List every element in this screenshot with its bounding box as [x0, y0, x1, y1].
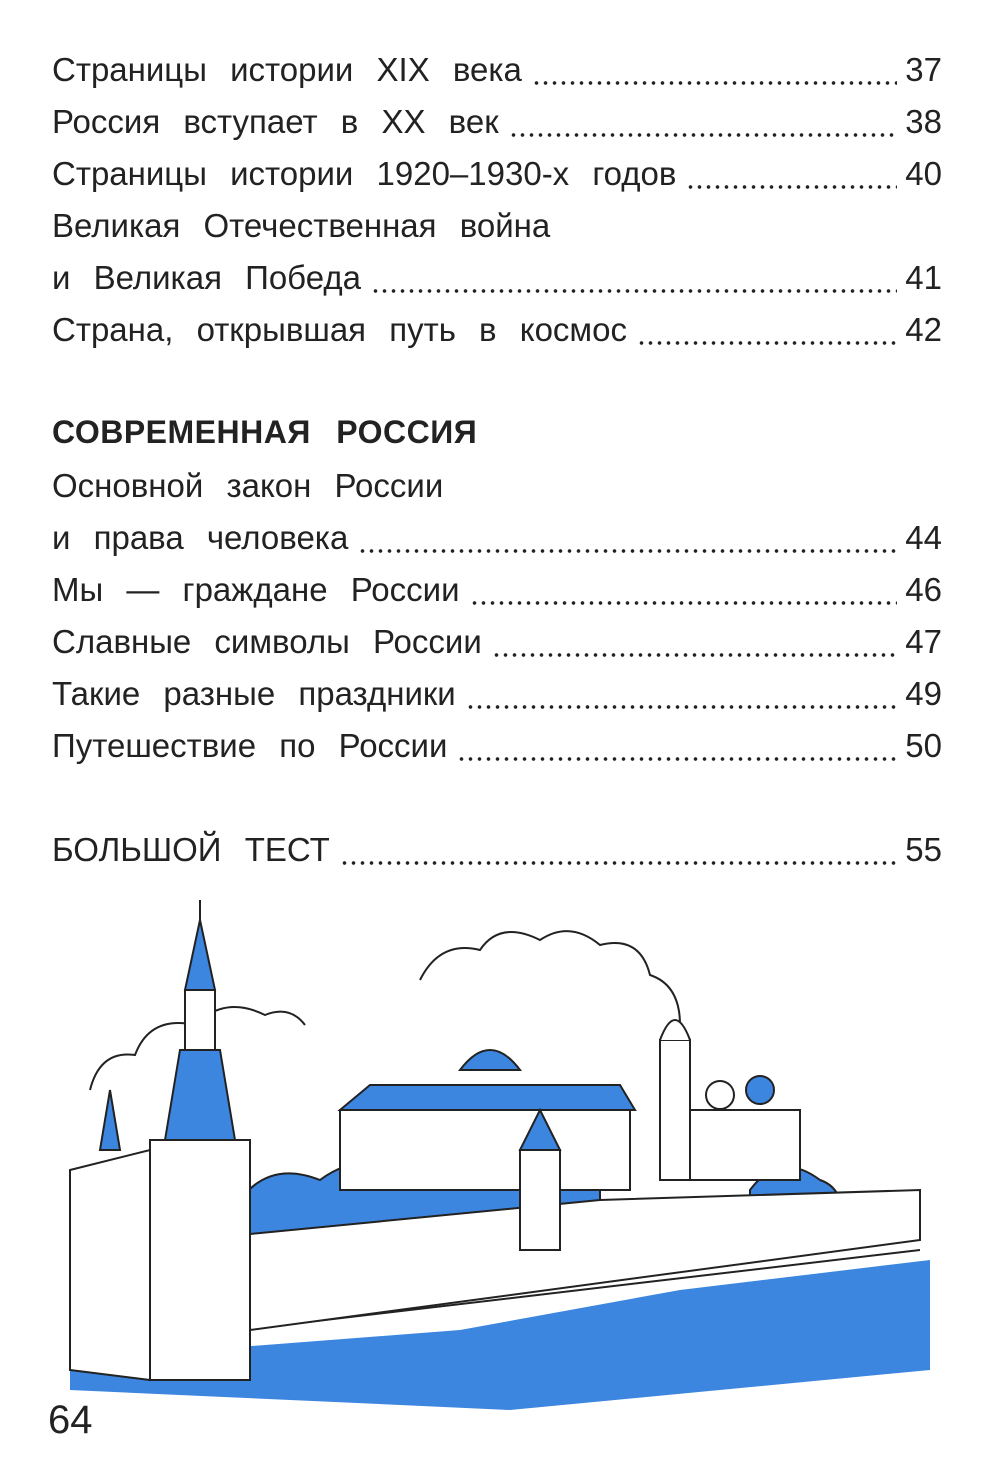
entry-title: Такие разные праздники: [52, 675, 456, 712]
entry-page: 42: [905, 311, 942, 348]
entry-title: Страницы истории XIX века: [52, 51, 522, 88]
cathedral: [689, 1109, 801, 1181]
entry-title: Славные символы России: [52, 623, 482, 660]
toc-entry: Россия вступает в XX век 38: [52, 96, 942, 148]
toc-entry: Великая Отечественная война: [52, 200, 942, 252]
toc-entry: Основной закон России: [52, 460, 942, 512]
palace-dome: [457, 1049, 523, 1071]
tower-spire: [183, 919, 217, 991]
dot-leader: [339, 833, 898, 867]
entry-title: Путешествие по России: [52, 727, 448, 764]
bell-tower: [659, 1039, 691, 1181]
entry-title: БОЛЬШОЙ ТЕСТ: [52, 831, 330, 868]
grand-palace: [339, 1109, 631, 1191]
toc-entry: Мы — граждане России 46: [52, 564, 942, 616]
toc-entry: и Великая Победа 41: [52, 252, 942, 304]
side-wall: [69, 1148, 151, 1382]
river: [70, 1260, 930, 1410]
toc-entry-final-test: БОЛЬШОЙ ТЕСТ 55: [52, 824, 942, 876]
toc-entry: Страна, открывшая путь в космос 42: [52, 304, 942, 356]
toc-entry: Славные символы России 47: [52, 616, 942, 668]
entry-title: Страна, открывшая путь в космос: [52, 311, 627, 348]
entry-title: Великая Отечественная война: [52, 207, 551, 244]
dot-leader: [491, 625, 898, 659]
palace-roof: [337, 1084, 637, 1111]
entry-title: Страницы истории 1920–1930-х годов: [52, 155, 677, 192]
tower-roof: [163, 1049, 237, 1141]
dot-leader: [370, 261, 898, 295]
entry-page: 38: [905, 103, 942, 140]
entry-title: и Великая Победа: [52, 259, 361, 296]
toc-entry: Страницы истории 1920–1930-х годов 40: [52, 148, 942, 200]
toc-entry: Путешествие по России 50: [52, 720, 942, 772]
entry-page: 37: [905, 51, 942, 88]
dot-leader: [636, 313, 898, 347]
dot-leader: [469, 573, 898, 607]
page-number: 64: [48, 1398, 93, 1442]
entry-title: Россия вступает в XX век: [52, 103, 499, 140]
wall-tower: [519, 1149, 561, 1251]
entry-page: 55: [905, 831, 942, 868]
entry-title: Основной закон России: [52, 467, 444, 504]
vodovzvodnaya-tower: [149, 1139, 251, 1381]
bell-tower-dome: [659, 1019, 691, 1041]
cathedral-dome: [705, 1080, 735, 1110]
toc-entry: Такие разные праздники 49: [52, 668, 942, 720]
entry-page: 46: [905, 571, 942, 608]
entry-title: и права человека: [52, 519, 349, 556]
dot-leader: [531, 53, 898, 87]
toc-entry: Страницы истории XIX века 37: [52, 44, 942, 96]
cloud: [419, 930, 681, 1026]
entry-page: 50: [905, 727, 942, 764]
dot-leader: [508, 105, 898, 139]
wall-tower-roof: [518, 1107, 562, 1151]
cathedral-dome: [745, 1075, 775, 1105]
entry-page: 47: [905, 623, 942, 660]
dot-leader: [358, 521, 898, 555]
dot-leader: [465, 677, 898, 711]
far-tower-spire: [98, 1089, 122, 1151]
dot-leader: [686, 157, 898, 191]
entry-title: Мы — граждане России: [52, 571, 460, 608]
dot-leader: [457, 729, 898, 763]
kremlin-illustration: [69, 900, 930, 1410]
entry-page: 41: [905, 259, 942, 296]
tower-spire-base: [184, 989, 216, 1051]
toc-entry: и права человека 44: [52, 512, 942, 564]
section-heading: СОВРЕМЕННАЯ РОССИЯ: [52, 414, 478, 450]
entry-page: 44: [905, 519, 942, 556]
entry-page: 49: [905, 675, 942, 712]
entry-page: 40: [905, 155, 942, 192]
